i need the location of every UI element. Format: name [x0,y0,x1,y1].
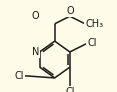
Text: O: O [32,11,40,21]
Text: Cl: Cl [65,87,75,92]
Text: Cl: Cl [15,71,24,81]
Text: O: O [66,6,74,16]
Text: CH₃: CH₃ [85,19,103,29]
Text: Cl: Cl [87,38,97,48]
Text: N: N [32,47,40,57]
